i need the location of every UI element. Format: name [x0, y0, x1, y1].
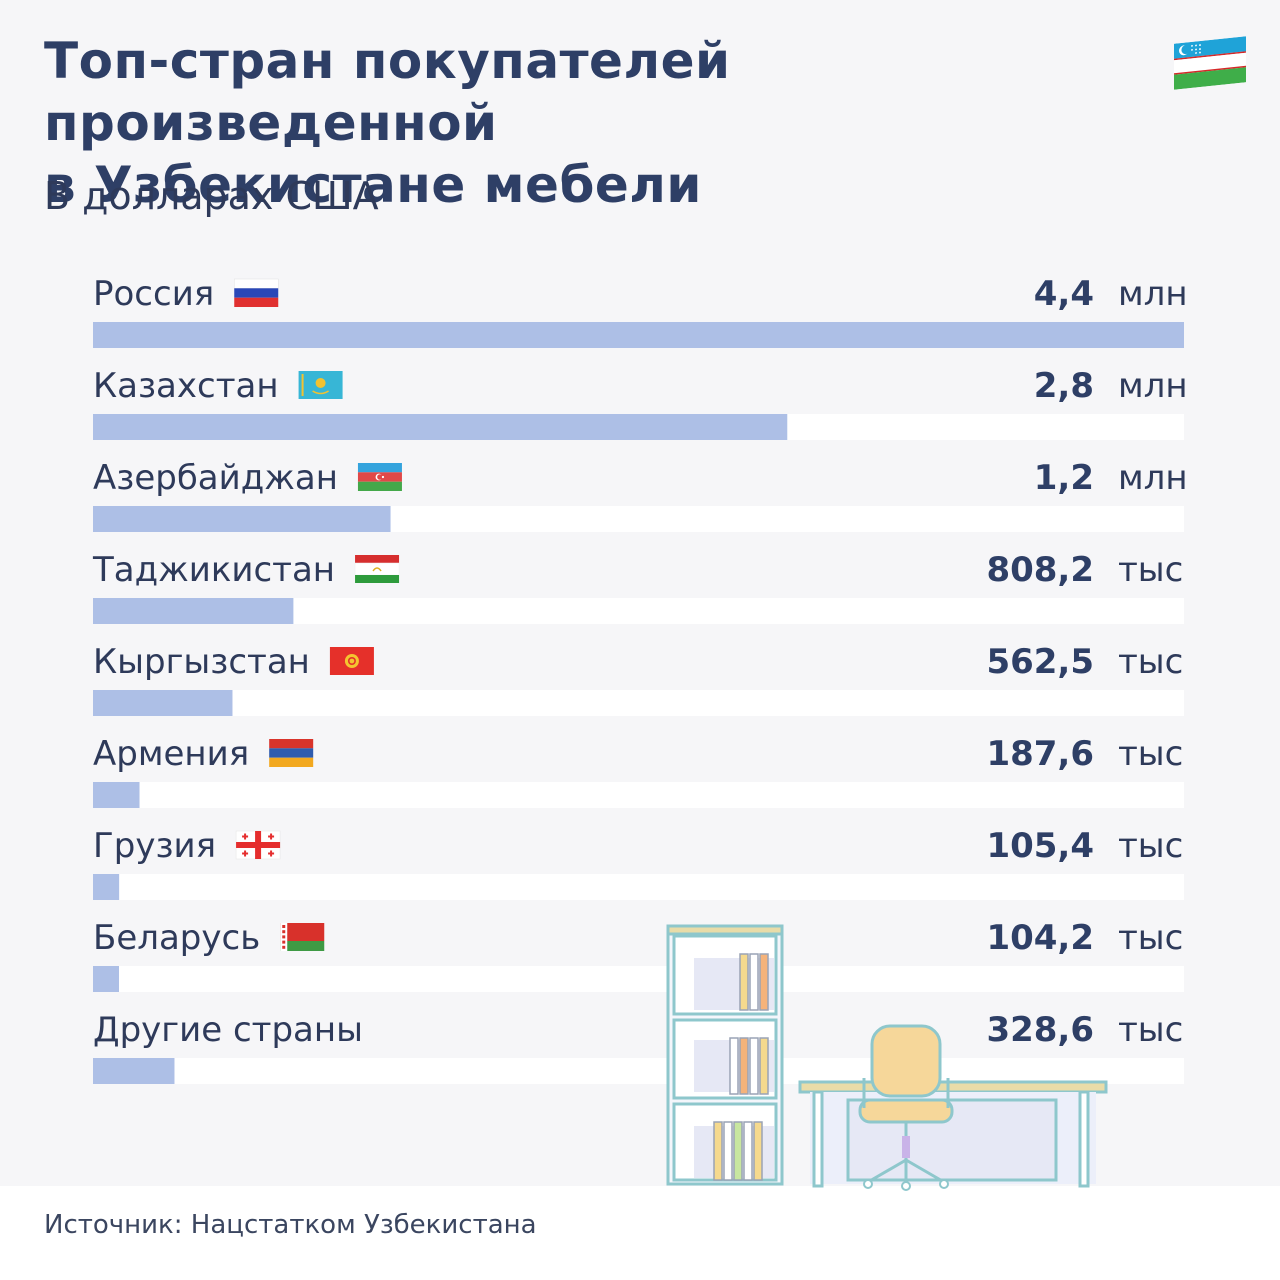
source-note: Источник: Нацстатком Узбекистана: [44, 1210, 537, 1240]
bar-track: [93, 874, 1184, 900]
category-label: Беларусь: [93, 918, 260, 958]
bar: [93, 874, 120, 900]
bar: [93, 966, 119, 992]
tajikistan-flag-icon: [354, 555, 400, 583]
russia-flag-icon: [234, 278, 279, 307]
title-line-1: Топ-стран покупателей произведенной: [44, 32, 731, 152]
georgia-flag-icon: [235, 830, 281, 860]
bar-track: [93, 690, 1184, 716]
unit-label: тыс: [1118, 550, 1183, 590]
bar-row: Грузия 105,4 тыс: [93, 826, 1184, 900]
category-label: Грузия: [93, 826, 216, 866]
bar: [93, 414, 788, 440]
category-label: Россия: [93, 274, 214, 314]
value-label: 562,5: [986, 642, 1094, 682]
unit-label: тыс: [1118, 734, 1183, 774]
unit-label: млн: [1118, 274, 1188, 314]
unit-label: млн: [1118, 458, 1188, 498]
value-label: 4,4: [1034, 274, 1094, 314]
footer-band: [0, 1186, 1280, 1280]
bar-chart: Россия 4,4 млн Казахстан 2,8 млн Азербайджан 1,…: [92, 274, 1188, 1084]
bar-row: Азербайджан 1,2 млн: [93, 458, 1188, 532]
category-label: Азербайджан: [93, 458, 338, 498]
category-label: Кыргызстан: [93, 642, 310, 682]
armenia-flag-icon: [269, 739, 314, 767]
furniture-illustration: [666, 924, 1108, 1191]
bar: [93, 690, 233, 716]
category-label: Казахстан: [93, 366, 279, 406]
bar: [93, 322, 1184, 348]
value-label: 187,6: [986, 734, 1094, 774]
azerbaijan-flag-icon: [357, 463, 402, 491]
unit-label: тыс: [1118, 642, 1183, 682]
chart-title: Топ-стран покупателей произведенной в Уз…: [44, 30, 1144, 216]
value-label: 808,2: [986, 550, 1094, 590]
value-label: 104,2: [986, 918, 1094, 958]
bar: [93, 1058, 175, 1084]
bar: [93, 598, 294, 624]
chart-subtitle: В долларах США: [44, 174, 379, 218]
unit-label: млн: [1118, 366, 1188, 406]
unit-label: тыс: [1118, 1010, 1183, 1050]
bar-row: Армения 187,6 тыс: [93, 734, 1184, 808]
bar-row: Кыргызстан 562,5 тыс: [93, 642, 1184, 716]
bar: [93, 782, 140, 808]
value-label: 105,4: [986, 826, 1094, 866]
title-line-2: в Узбекистане мебели: [44, 156, 702, 214]
value-label: 2,8: [1034, 366, 1094, 406]
bar-row: Россия 4,4 млн: [93, 274, 1188, 348]
kyrgyzstan-flag-icon: [329, 647, 374, 675]
kazakhstan-flag-icon: [298, 371, 343, 399]
bar-row: Беларусь 104,2 тыс: [93, 918, 1184, 992]
bar-row: Другие страны 328,6 тыс: [93, 1010, 1184, 1084]
belarus-flag-icon: [280, 923, 325, 951]
unit-label: тыс: [1118, 826, 1183, 866]
bar-row: Казахстан 2,8 млн: [93, 366, 1188, 440]
bar: [93, 506, 391, 532]
uzbekistan-flag-icon: [1174, 36, 1246, 90]
value-label: 328,6: [986, 1010, 1094, 1050]
bar-row: Таджикистан 808,2 тыс: [92, 550, 1184, 624]
category-label: Таджикистан: [92, 550, 335, 590]
bar-track: [93, 782, 1184, 808]
category-label: Армения: [93, 734, 249, 774]
unit-label: тыс: [1118, 918, 1183, 958]
bar-track: [93, 966, 1184, 992]
bar-track: [93, 1058, 1184, 1084]
value-label: 1,2: [1034, 458, 1094, 498]
category-label: Другие страны: [93, 1010, 363, 1050]
